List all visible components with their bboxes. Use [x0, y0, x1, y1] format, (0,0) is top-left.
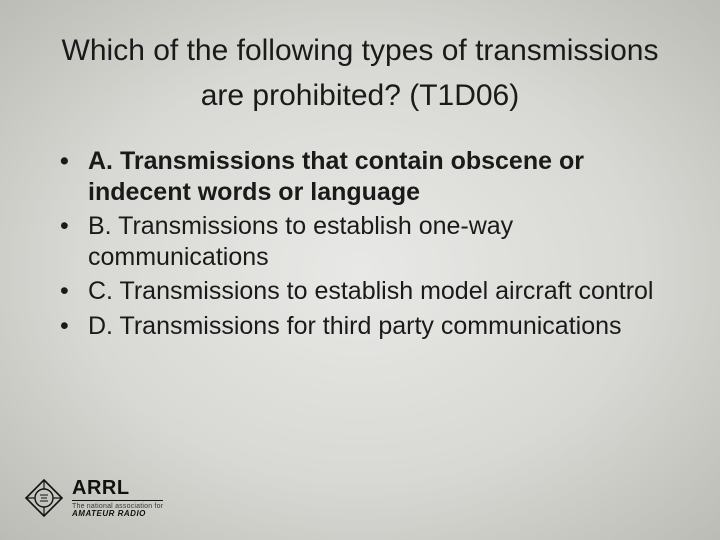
arrl-wordmark: ARRL [72, 478, 163, 501]
arrl-tagline-2: AMATEUR RADIO [72, 510, 163, 518]
answer-option-d: D. Transmissions for third party communi… [58, 311, 680, 342]
answer-option-c: C. Transmissions to establish model airc… [58, 276, 680, 307]
answer-list: A. Transmissions that contain obscene or… [40, 146, 680, 341]
slide: Which of the following types of transmis… [0, 0, 720, 540]
arrl-logo: ARRL The national association for AMATEU… [24, 478, 163, 518]
arrl-diamond-icon [24, 478, 64, 518]
answer-option-a: A. Transmissions that contain obscene or… [58, 146, 680, 207]
answer-option-b: B. Transmissions to establish one-way co… [58, 211, 680, 272]
arrl-logo-text: ARRL The national association for AMATEU… [72, 478, 163, 518]
question-title: Which of the following types of transmis… [50, 28, 670, 118]
